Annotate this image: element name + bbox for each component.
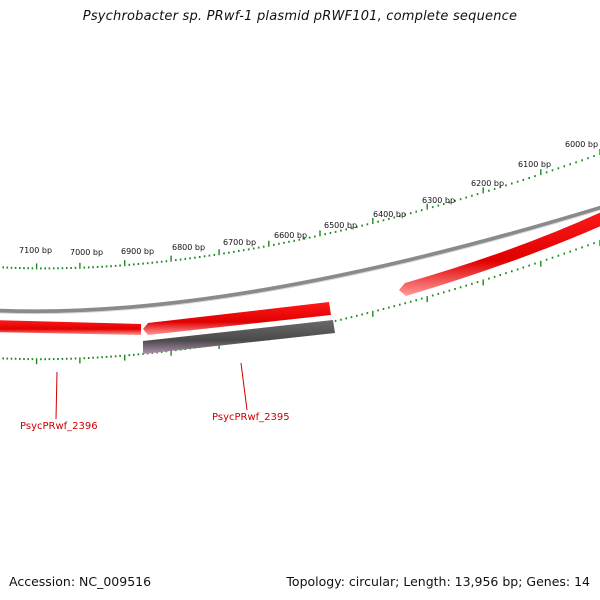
svg-text:6900 bp: 6900 bp: [121, 247, 154, 256]
svg-text:6400 bp: 6400 bp: [373, 210, 406, 219]
tick-label-6500: 6500 bp: [324, 221, 357, 230]
gene-psycprwf-2396[interactable]: [0, 320, 141, 335]
svg-text:6000 bp: 6000 bp: [565, 140, 598, 149]
tick-label-6100: 6100 bp: [518, 160, 551, 169]
svg-text:6800 bp: 6800 bp: [172, 243, 205, 252]
svg-text:6200 bp: 6200 bp: [471, 179, 504, 188]
tick-label-6900: 6900 bp: [121, 247, 154, 256]
accession-label: Accession: NC_009516: [9, 574, 152, 589]
gene-middle-forward[interactable]: [143, 302, 331, 335]
svg-text:6700 bp: 6700 bp: [223, 238, 256, 247]
backbone-arc-highlight: [0, 209, 600, 315]
gene-right-forward[interactable]: [399, 208, 600, 296]
topology-summary: Topology: circular; Length: 13,956 bp; G…: [286, 574, 590, 589]
svg-text:6300 bp: 6300 bp: [422, 196, 455, 205]
gene-label-leader-2395: [240, 362, 248, 411]
tick-label-6300: 6300 bp: [422, 196, 455, 205]
tick-label-6600: 6600 bp: [274, 231, 307, 240]
map-title: Psychrobacter sp. PRwf-1 plasmid pRWF101…: [82, 9, 518, 24]
tick-label-6800: 6800 bp: [172, 243, 205, 252]
tick-label-6700: 6700 bp: [223, 238, 256, 247]
svg-text:6100 bp: 6100 bp: [518, 160, 551, 169]
gene-label-psycprwf-2396: PsycPRwf_2396: [20, 421, 98, 432]
tick-label-7000: 7000 bp: [70, 248, 103, 257]
gene-label-leader-2396: [55, 371, 58, 420]
svg-text:7000 bp: 7000 bp: [70, 248, 103, 257]
svg-text:6600 bp: 6600 bp: [274, 231, 307, 240]
tick-label-6400: 6400 bp: [373, 210, 406, 219]
tick-label-7100: 7100 bp: [19, 246, 52, 255]
gene-psycprwf-2395[interactable]: [143, 320, 335, 354]
svg-text:7100 bp: 7100 bp: [19, 246, 52, 255]
tick-label-6200: 6200 bp: [471, 179, 504, 188]
tick-label-6000: 6000 bp: [565, 140, 598, 149]
backbone-arc: [0, 205, 600, 314]
outer-scale-ticks: [2, 149, 600, 270]
gene-label-psycprwf-2395: PsycPRwf_2395: [212, 412, 290, 423]
svg-text:6500 bp: 6500 bp: [324, 221, 357, 230]
